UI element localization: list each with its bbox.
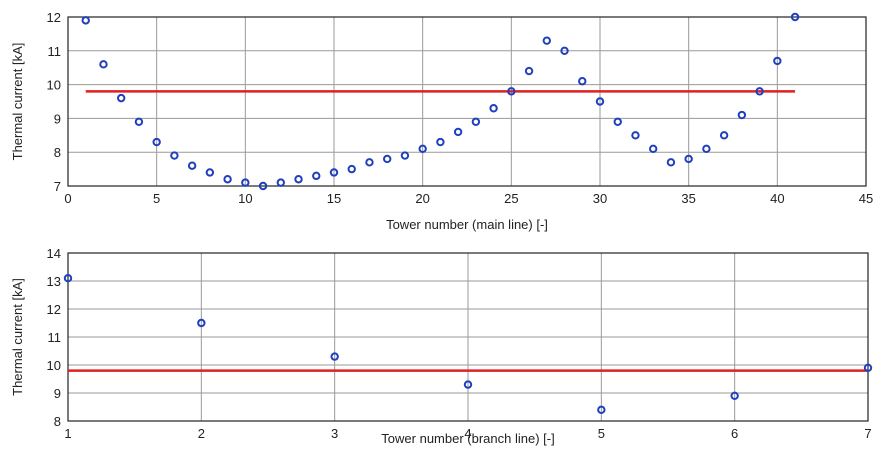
data-point bbox=[294, 175, 303, 184]
x-tick-label: 5 bbox=[153, 191, 160, 206]
x-tick-label: 1 bbox=[64, 426, 71, 441]
data-point bbox=[702, 144, 711, 154]
data-point bbox=[436, 137, 445, 147]
x-tick-label: 10 bbox=[238, 191, 252, 206]
data-point bbox=[719, 131, 729, 140]
y-tick-label: 7 bbox=[54, 179, 61, 194]
data-point bbox=[152, 137, 161, 147]
plot-area bbox=[68, 17, 866, 186]
x-axis-label: Tower number (branch line) [-] bbox=[381, 431, 554, 446]
y-tick-label: 10 bbox=[47, 358, 61, 373]
x-tick-label: 20 bbox=[415, 191, 429, 206]
x-axis-label: Tower number (main line) [-] bbox=[386, 217, 548, 232]
data-point bbox=[276, 178, 285, 187]
data-point bbox=[170, 151, 179, 160]
y-tick-label: 9 bbox=[54, 111, 61, 126]
data-point bbox=[223, 175, 232, 184]
data-point bbox=[790, 12, 800, 22]
data-point bbox=[81, 16, 90, 25]
x-tick-label: 15 bbox=[327, 191, 341, 206]
data-point bbox=[347, 164, 356, 174]
data-point bbox=[489, 104, 498, 113]
axes-frame bbox=[67, 16, 867, 187]
y-tick-label: 14 bbox=[47, 246, 61, 261]
data-point bbox=[99, 60, 108, 69]
y-axis-label: Thermal current [kA] bbox=[10, 43, 25, 161]
x-tick-label: 45 bbox=[859, 191, 873, 206]
data-point bbox=[578, 77, 587, 86]
y-tick-label: 13 bbox=[47, 274, 61, 289]
data-point bbox=[631, 131, 640, 140]
data-point bbox=[649, 144, 658, 154]
y-tick-label: 8 bbox=[54, 145, 61, 160]
y-tick-label: 11 bbox=[48, 44, 62, 59]
data-point bbox=[730, 391, 739, 400]
axes-frame bbox=[67, 252, 869, 422]
data-point bbox=[684, 154, 693, 164]
data-point bbox=[63, 274, 73, 283]
data-point bbox=[205, 168, 215, 177]
x-tick-label: 6 bbox=[731, 426, 738, 441]
data-point bbox=[330, 352, 339, 361]
y-axis-label: Thermal current [kA] bbox=[10, 278, 25, 396]
x-tick-label: 4 bbox=[464, 426, 471, 441]
x-tick-label: 30 bbox=[593, 191, 607, 206]
data-point bbox=[187, 161, 197, 170]
data-point bbox=[365, 158, 374, 167]
y-tick-label: 11 bbox=[48, 330, 62, 345]
data-point bbox=[400, 151, 410, 160]
data-point bbox=[241, 178, 250, 187]
data-point bbox=[755, 87, 764, 96]
data-point bbox=[595, 97, 605, 106]
data-point bbox=[453, 127, 463, 137]
x-tick-label: 2 bbox=[198, 426, 205, 441]
x-tick-label: 25 bbox=[504, 191, 518, 206]
data-point bbox=[134, 117, 144, 126]
x-tick-label: 3 bbox=[331, 426, 338, 441]
data-point bbox=[463, 380, 473, 389]
data-point bbox=[560, 46, 569, 55]
data-point bbox=[258, 181, 268, 191]
y-tick-label: 12 bbox=[47, 10, 61, 25]
data-point bbox=[329, 168, 339, 177]
data-point bbox=[597, 405, 606, 414]
data-point bbox=[666, 158, 676, 167]
data-point bbox=[863, 363, 873, 372]
x-tick-label: 5 bbox=[598, 426, 605, 441]
data-point bbox=[117, 93, 126, 103]
y-tick-label: 8 bbox=[54, 414, 61, 429]
x-tick-label: 0 bbox=[64, 191, 71, 206]
data-point bbox=[197, 318, 206, 328]
data-point bbox=[383, 154, 392, 164]
x-tick-label: 40 bbox=[770, 191, 784, 206]
data-point bbox=[312, 171, 321, 181]
x-tick-label: 7 bbox=[864, 426, 871, 441]
data-point bbox=[773, 56, 782, 66]
y-tick-label: 12 bbox=[47, 302, 61, 317]
data-point bbox=[542, 36, 551, 45]
data-point bbox=[471, 117, 481, 126]
data-point bbox=[613, 117, 622, 126]
data-point bbox=[418, 144, 427, 154]
y-tick-label: 10 bbox=[47, 78, 61, 93]
data-point bbox=[507, 87, 516, 96]
x-tick-label: 35 bbox=[681, 191, 695, 206]
main-line-plot: 0 5 10 15 20 25 30 35 40 45 7 8 9 10 11 12 Tower number … bbox=[10, 10, 873, 232]
data-point bbox=[737, 110, 747, 120]
data-point bbox=[524, 66, 534, 76]
y-tick-label: 9 bbox=[54, 386, 61, 401]
